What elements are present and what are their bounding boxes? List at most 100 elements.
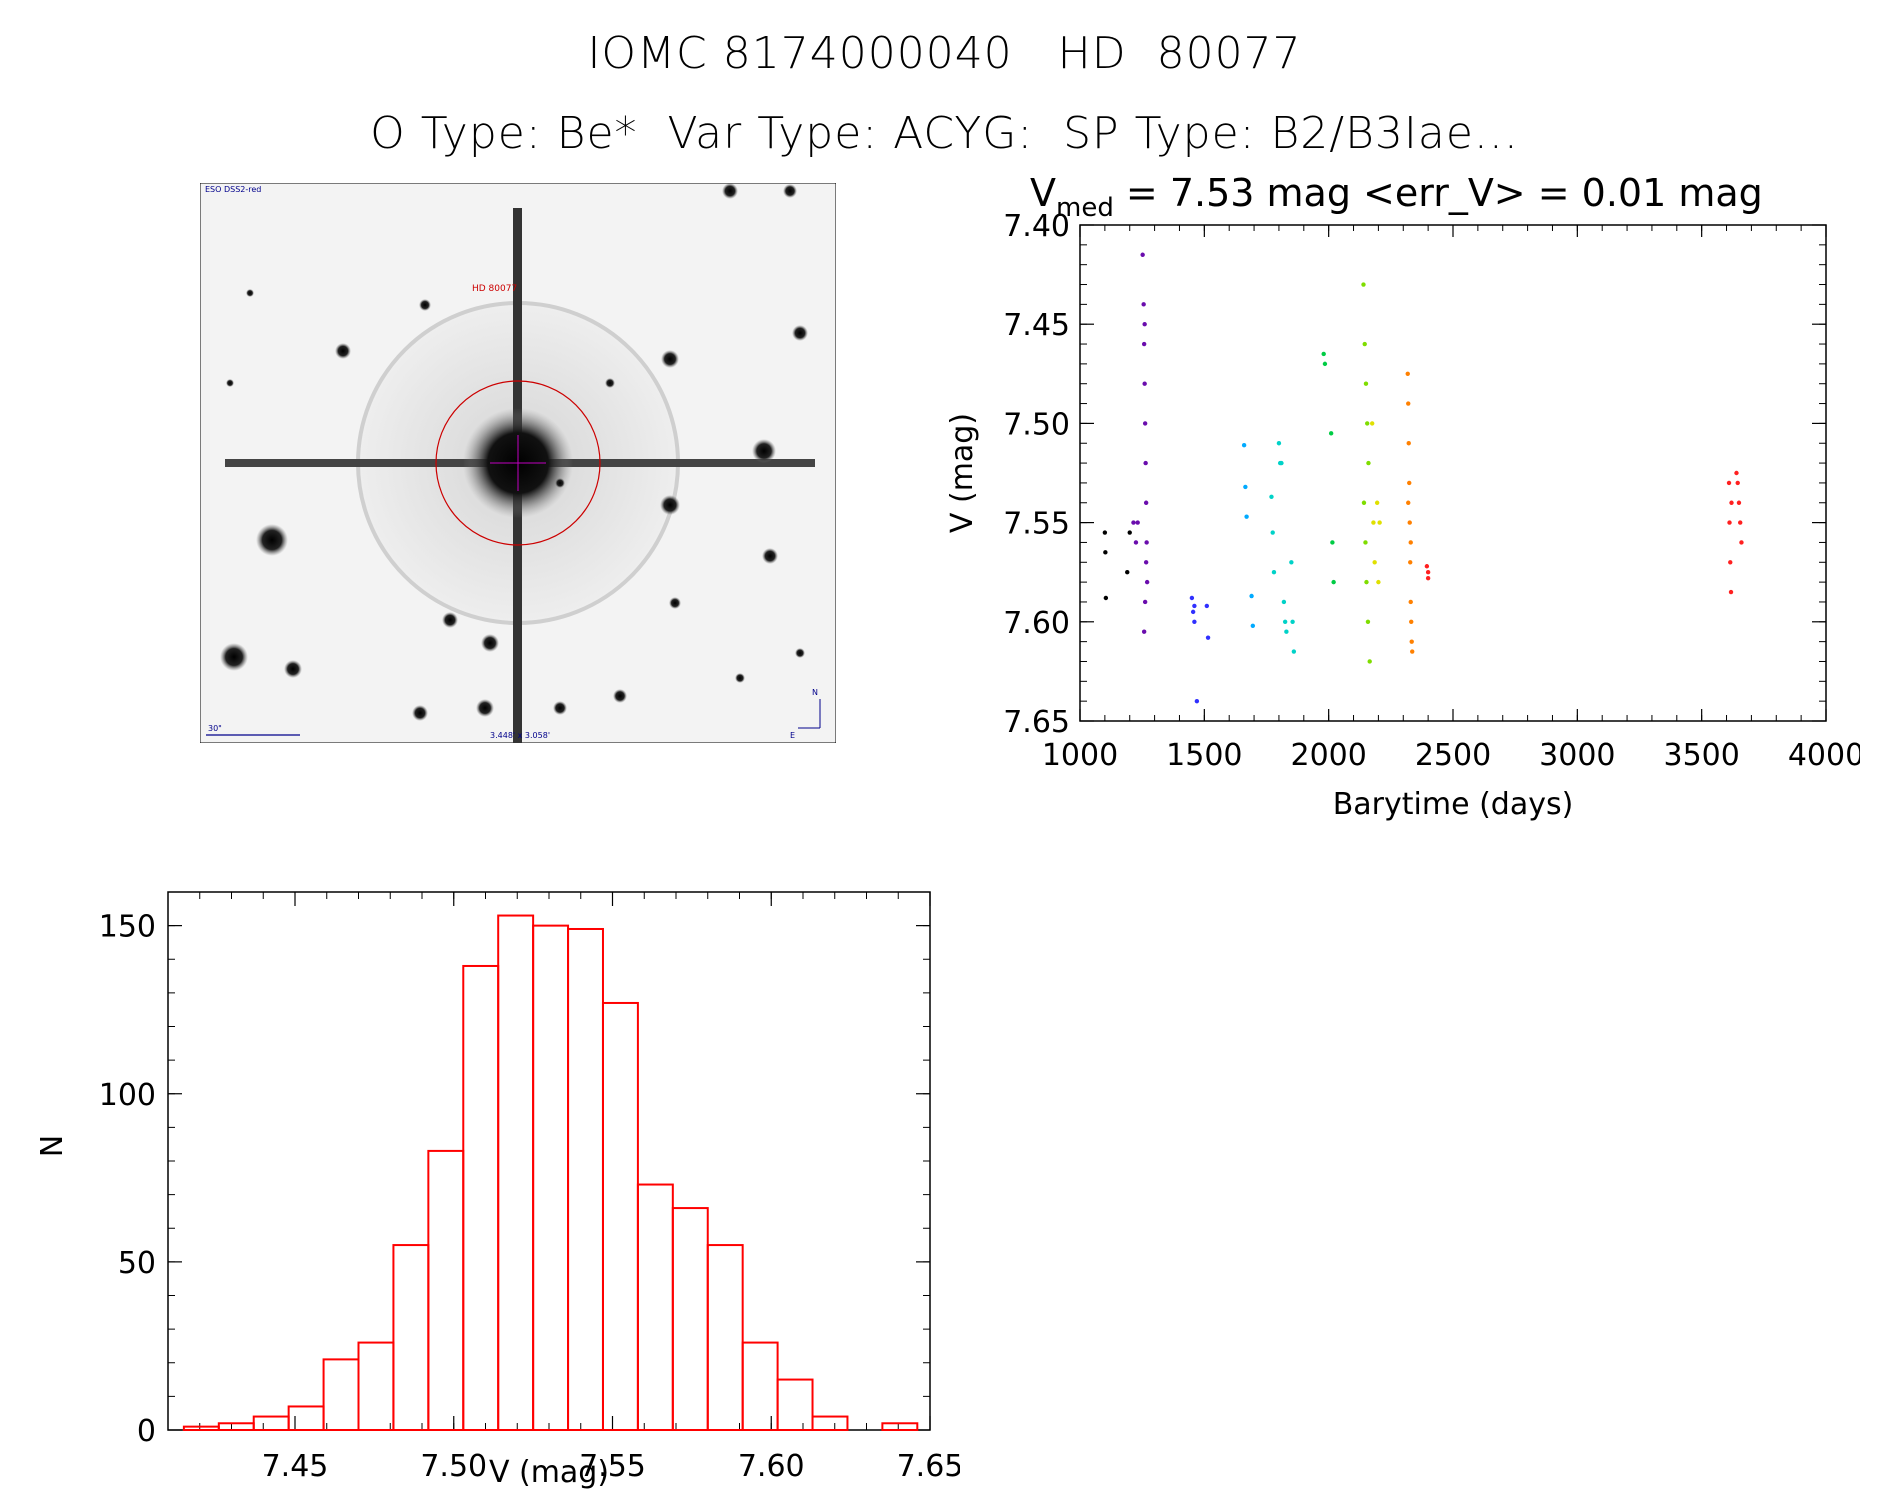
hist-ytick-label: 0 — [137, 1414, 156, 1449]
hist-xtick-label: 7.50 — [420, 1449, 487, 1484]
field-star — [419, 299, 431, 311]
lc-point — [1249, 593, 1254, 599]
lc-point — [1141, 629, 1147, 634]
hist-xlabel: V (mag) — [489, 1455, 609, 1490]
lc-point — [1282, 619, 1288, 624]
hist-bar — [881, 1422, 919, 1432]
lc-point — [1190, 609, 1196, 615]
lc-point — [1365, 421, 1370, 426]
lc-point — [1103, 595, 1109, 601]
hist-bar — [636, 1183, 674, 1431]
lc-point — [1127, 530, 1132, 535]
chart-title: IOMC 8174000040 HD 80077 — [587, 28, 1302, 79]
hist-bar — [322, 1358, 360, 1432]
lc-point — [1727, 520, 1732, 525]
hist-bar — [706, 1244, 744, 1431]
chart-subtitle: O Type: Be* Var Type: ACYG: SP Type: B2/… — [370, 108, 1519, 159]
lc-title-rest: = 7.53 mag <err_V> = 0.01 mag — [1114, 171, 1763, 215]
field-star — [553, 701, 567, 715]
lc-point — [1276, 441, 1282, 446]
lc-point — [1205, 635, 1211, 640]
lc-point — [1102, 530, 1108, 535]
lc-title-sub: med — [1056, 193, 1114, 223]
lc-title-main: V — [1030, 171, 1056, 215]
scale-label: 30" — [208, 724, 222, 733]
lc-ylabel: V (mag) — [945, 413, 980, 533]
lc-point — [1405, 371, 1410, 376]
hist-xtick-label: 7.60 — [738, 1449, 805, 1484]
lc-point — [1243, 484, 1248, 490]
hist-xtick-label: 7.55 — [579, 1449, 646, 1484]
hist-bar — [462, 964, 500, 1431]
lc-xtick-label: 1500 — [1166, 738, 1242, 773]
lc-point — [1729, 500, 1734, 505]
hist-bar — [811, 1415, 849, 1431]
lc-point — [1290, 619, 1295, 624]
lc-point — [1189, 595, 1195, 601]
field-stars — [220, 183, 808, 721]
lc-point — [1291, 649, 1297, 654]
lc-point — [1407, 480, 1412, 486]
field-star — [412, 705, 428, 721]
lc-point — [1142, 322, 1147, 327]
lc-point — [1365, 619, 1371, 624]
lc-point — [1141, 302, 1146, 307]
lc-point — [1369, 421, 1375, 426]
lc-ytick-label: 7.50 — [1003, 407, 1070, 442]
lc-point — [1374, 500, 1380, 505]
lc-point — [1281, 599, 1287, 605]
sky-image-panel: ESO DSS2-red HD 80077 30" 3.448' x 3.058… — [200, 183, 836, 743]
lc-point — [1143, 500, 1149, 505]
field-star — [335, 343, 351, 359]
field-star — [605, 378, 615, 388]
lc-point — [1408, 540, 1413, 545]
hist-bar — [182, 1425, 220, 1432]
lc-ytick-label: 7.40 — [1003, 209, 1070, 244]
hist-bars — [182, 914, 919, 1432]
hist-bar — [497, 914, 535, 1432]
corner-label: ESO DSS2-red — [205, 185, 261, 194]
field-star — [762, 548, 778, 564]
lc-point — [1371, 520, 1376, 525]
lc-point — [1364, 579, 1369, 585]
lc-point — [1143, 560, 1149, 565]
lc-point — [1270, 530, 1275, 535]
lc-point — [1728, 589, 1734, 595]
lc-point — [1734, 470, 1739, 476]
lc-point — [1739, 540, 1744, 545]
lc-point — [1133, 540, 1139, 545]
lc-point — [1143, 460, 1148, 466]
lc-xtick-label: 3500 — [1663, 738, 1739, 773]
hist-bar — [741, 1341, 779, 1432]
lc-point — [1204, 603, 1210, 609]
lc-point — [1250, 623, 1256, 628]
lc-point — [1377, 520, 1382, 525]
lc-point — [1361, 282, 1366, 287]
lc-point — [1271, 570, 1277, 575]
hist-bar — [671, 1207, 709, 1432]
hist-bar — [217, 1422, 255, 1432]
hist-bar — [357, 1341, 395, 1432]
lc-point — [1321, 351, 1326, 357]
lc-point — [1241, 443, 1247, 448]
lc-point — [1192, 619, 1197, 624]
hist-ticks: 7.45 7.50 7.55 7.60 7.65 0 50 100 150 — [99, 891, 960, 1484]
lc-point — [1142, 599, 1148, 605]
lc-ytick-label: 7.45 — [1003, 308, 1070, 343]
field-star — [752, 439, 776, 463]
lc-ticks: 1000 1500 2000 2500 3000 3500 4000 7.40 7.45 7.50… — [1003, 209, 1860, 773]
lc-ytick-label: 7.60 — [1003, 606, 1070, 641]
histogram-chart: 7.45 7.50 7.55 7.60 7.65 0 50 100 150 V (mag) N — [40, 891, 960, 1490]
lc-point — [1363, 540, 1368, 545]
lc-point — [1728, 560, 1733, 565]
lc-xtick-label: 2000 — [1290, 738, 1366, 773]
lc-title: Vmed = 7.53 mag <err_V> = 0.01 mag — [1030, 171, 1763, 223]
lc-point — [1144, 579, 1150, 585]
lc-xlabel: Barytime (days) — [1333, 787, 1574, 822]
lc-point — [1367, 659, 1372, 664]
lc-point — [1408, 560, 1413, 565]
lc-point — [1331, 579, 1336, 585]
field-star — [284, 660, 302, 678]
lc-point — [1269, 494, 1274, 500]
field-star — [481, 634, 499, 652]
